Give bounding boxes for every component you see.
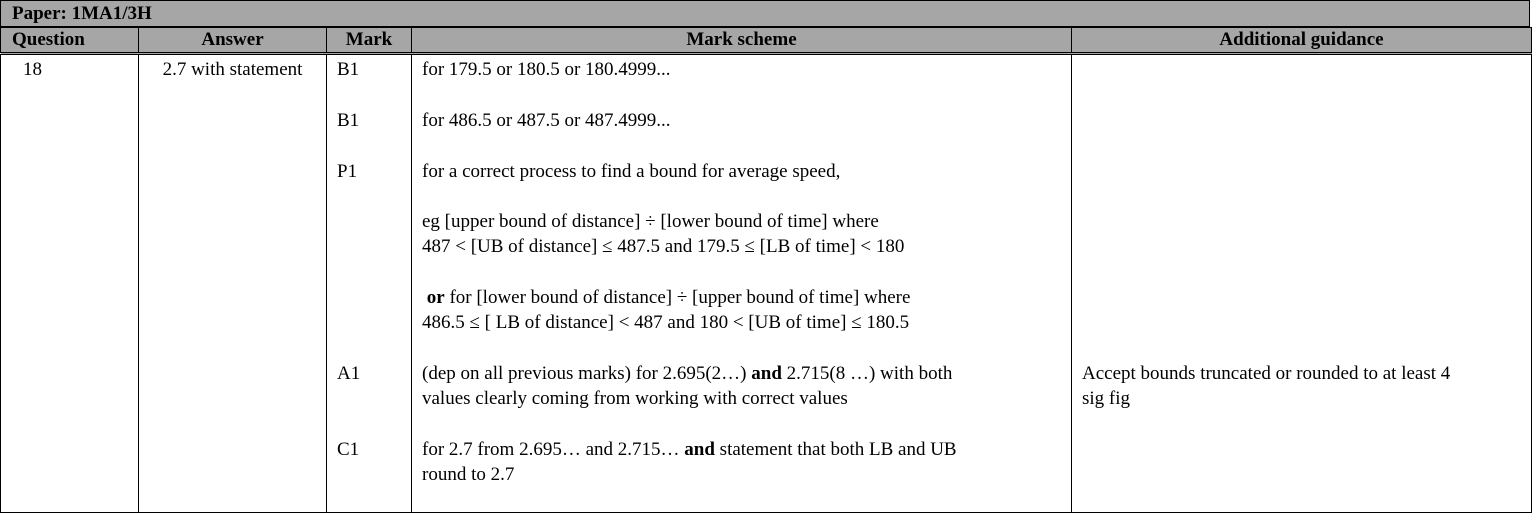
scheme-p1-eg: eg [upper bound of distance] ÷ [lower bo…	[422, 209, 1062, 259]
scheme-c1-line2: round to 2.7	[422, 464, 515, 485]
scheme-p1-or-line1: or for [lower bound of distance] ÷ [uppe…	[426, 287, 911, 308]
scheme-a1-line2: values clearly coming from working with …	[422, 388, 848, 409]
mark-scheme-cell: for 179.5 or 180.5 or 180.4999... for 48…	[411, 53, 1072, 513]
header-mark: Mark	[326, 27, 412, 55]
additional-guidance-cell: Accept bounds truncated or rounded to at…	[1071, 53, 1532, 513]
guidance-a1-line2: sig fig	[1082, 388, 1131, 409]
guidance-a1: Accept bounds truncated or rounded to at…	[1082, 361, 1522, 411]
mark-c1: C1	[337, 439, 360, 460]
scheme-c1: for 2.7 from 2.695… and 2.715… and state…	[422, 437, 1062, 487]
answer-text: 2.7 with statement	[162, 59, 303, 80]
scheme-or-bold: or	[426, 287, 445, 308]
scheme-p1-or: or for [lower bound of distance] ÷ [uppe…	[422, 285, 1062, 335]
table-row: 18 2.7 with statement B1 B1 P1 A1 C1	[0, 53, 1532, 513]
scheme-a1-and: and	[751, 363, 782, 384]
scheme-a1-line1: (dep on all previous marks) for 2.695(2……	[422, 363, 953, 384]
guidance-a1-line1: Accept bounds truncated or rounded to at…	[1082, 363, 1451, 384]
question-number-cell: 18	[0, 53, 139, 513]
scheme-c1-and: and	[684, 439, 715, 460]
mark-p1: P1	[337, 161, 358, 182]
answer-cell: 2.7 with statement	[138, 53, 327, 513]
scheme-b1-first: for 179.5 or 180.5 or 180.4999...	[422, 59, 671, 80]
header-additional-guidance: Additional guidance	[1071, 27, 1532, 55]
paper-title-bar: Paper: 1MA1/3H	[0, 0, 1530, 27]
mark-cell: B1 B1 P1 A1 C1	[326, 53, 412, 513]
scheme-p1-intro: for a correct process to find a bound fo…	[422, 161, 841, 182]
scheme-p1-eg-line2: 487 < [UB of distance] ≤ 487.5 and 179.5…	[422, 236, 905, 257]
paper-label: Paper: 1MA1/3H	[12, 3, 152, 24]
table-header-row: Question Answer Mark Mark scheme Additio…	[0, 27, 1532, 55]
scheme-p1-eg-line1: eg [upper bound of distance] ÷ [lower bo…	[422, 211, 879, 232]
scheme-a1: (dep on all previous marks) for 2.695(2……	[422, 361, 1062, 411]
mark-b1-second: B1	[337, 110, 360, 131]
mark-b1-first: B1	[337, 59, 360, 80]
header-question: Question	[0, 27, 139, 55]
mark-a1: A1	[337, 363, 361, 384]
header-mark-scheme: Mark scheme	[411, 27, 1072, 55]
question-number: 18	[23, 59, 42, 80]
mark-scheme-table: Question Answer Mark Mark scheme Additio…	[0, 27, 1532, 513]
scheme-p1-or-line2: 486.5 ≤ [ LB of distance] < 487 and 180 …	[422, 312, 910, 333]
scheme-c1-line1: for 2.7 from 2.695… and 2.715… and state…	[422, 439, 957, 460]
header-answer: Answer	[138, 27, 327, 55]
scheme-b1-second: for 486.5 or 487.5 or 487.4999...	[422, 110, 671, 131]
